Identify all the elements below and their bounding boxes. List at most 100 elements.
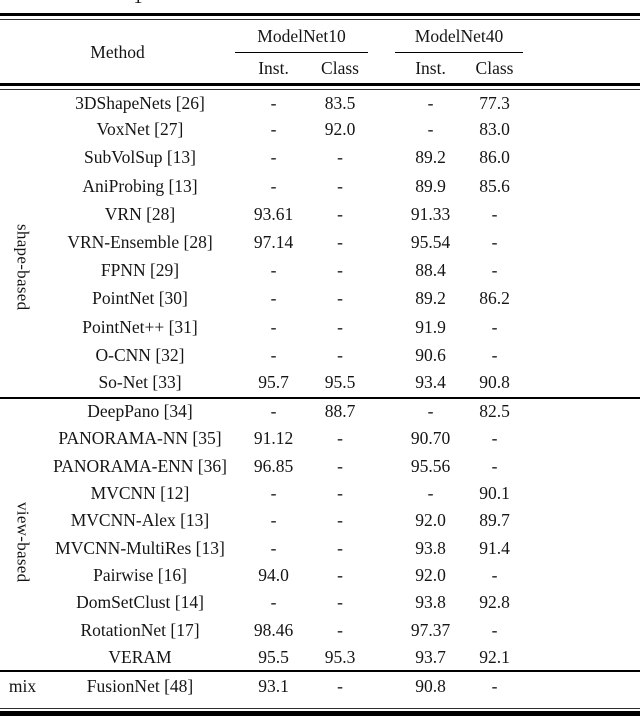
table-row: PANORAMA-ENN [36] 96.85 - 95.56 - <box>0 452 640 479</box>
mn10-class-cell: 95.5 <box>324 372 356 393</box>
mn10-class-cell: - <box>337 592 343 613</box>
spacer-cell <box>368 671 395 701</box>
spacer-cell <box>523 369 640 397</box>
mn10-inst-cell: 94.0 <box>258 565 289 586</box>
mn10-class-cell: - <box>337 344 343 365</box>
mn40-inst-cell: - <box>427 119 434 140</box>
mn10-class-cell: - <box>337 232 343 253</box>
mn10-class-cell: - <box>337 428 343 449</box>
mn10-class-cell: - <box>337 676 343 697</box>
table-bottom-rule-thin <box>0 708 640 710</box>
mn10-class-header: Class <box>321 58 359 78</box>
method-cell: AniProbing [13] <box>82 175 198 196</box>
mn10-class-cell: 95.3 <box>324 646 356 667</box>
method-cell: O-CNN [32] <box>95 344 185 365</box>
mn10-class-cell: - <box>337 510 343 531</box>
spacer-cell <box>523 425 640 452</box>
mn40-inst-cell: 95.56 <box>410 455 451 476</box>
mn40-inst-cell: 89.2 <box>415 147 446 168</box>
spacer-cell <box>523 341 640 369</box>
mn40-class-cell: 83.0 <box>479 119 510 140</box>
spacer-cell <box>368 425 395 452</box>
method-cell: So-Net [33] <box>98 372 182 393</box>
spacer-cell <box>523 200 640 228</box>
mn40-class-cell: 89.7 <box>479 510 510 531</box>
table-row: mix FusionNet [48] 93.1 - 90.8 - <box>0 671 640 701</box>
cropped-caption-fragment: 1 <box>128 0 148 8</box>
mn10-class-cell: - <box>337 260 343 281</box>
mn10-inst-cell: - <box>270 147 277 168</box>
mn10-inst-cell: 95.7 <box>258 372 289 393</box>
header-bottom-rule-thin <box>0 88 640 90</box>
table-row: VRN [28] 93.61 - 91.33 - <box>0 200 640 228</box>
mn10-inst-cell: - <box>270 260 277 281</box>
spacer-cell <box>368 398 395 425</box>
method-cell: VRN-Ensemble [28] <box>67 232 213 253</box>
method-cell: MVCNN-MultiRes [13] <box>55 537 225 558</box>
table-row: So-Net [33] 95.7 95.5 93.4 90.8 <box>0 369 640 397</box>
section-label-mix: mix <box>8 676 37 697</box>
mn40-class-cell: 90.8 <box>479 372 510 393</box>
header-bottom-rule-thick <box>0 83 640 87</box>
table-row: MVCNN-MultiRes [13] - - 93.8 91.4 <box>0 535 640 562</box>
mn40-inst-cell: 93.8 <box>415 592 446 613</box>
method-cell: VRN [28] <box>104 203 176 224</box>
mn40-class-cell: - <box>491 676 498 697</box>
spacer-cell <box>523 562 640 589</box>
table-row: AniProbing [13] - - 89.9 85.6 <box>0 172 640 200</box>
spacer-cell <box>368 144 395 172</box>
mn10-class-cell: - <box>337 565 343 586</box>
table-row: MVCNN [12] - - - 90.1 <box>0 480 640 507</box>
mn40-class-cell: - <box>491 619 498 640</box>
mn10-class-cell: - <box>337 619 343 640</box>
mn40-class-cell: 90.1 <box>479 482 510 503</box>
mn10-class-cell: - <box>337 455 343 476</box>
mn10-inst-cell: 98.46 <box>253 619 294 640</box>
spacer-cell <box>523 21 640 88</box>
mn40-class-cell: - <box>491 232 498 253</box>
mn40-class-cell: - <box>491 260 498 281</box>
cropped-caption-glyph: 1 <box>128 0 148 8</box>
table-top-rule-thin <box>0 19 640 21</box>
method-cell: VoxNet [27] <box>96 119 184 140</box>
spacer-cell <box>523 172 640 200</box>
spacer-cell <box>368 200 395 228</box>
table-row: VRN-Ensemble [28] 97.14 - 95.54 - <box>0 228 640 256</box>
method-cell: PointNet [30] <box>92 288 188 309</box>
mn10-inst-cell: - <box>270 510 277 531</box>
spacer-cell <box>523 228 640 256</box>
mn40-inst-cell: 89.9 <box>415 175 446 196</box>
table-row: view-based DeepPano [34] - 88.7 - 82.5 <box>0 397 640 582</box>
method-cell: Pairwise [16] <box>93 565 187 586</box>
mn10-class-cell: 92.0 <box>324 119 356 140</box>
method-cell: FusionNet [48] <box>86 676 194 697</box>
mn40-class-cell: - <box>491 203 498 224</box>
spacer-cell <box>368 341 395 369</box>
mn10-inst-cell: 95.5 <box>258 646 289 667</box>
mn40-inst-cell: - <box>427 92 434 113</box>
mn10-inst-header: Inst. <box>258 58 289 78</box>
method-cell: PANORAMA-ENN [36] <box>53 455 227 476</box>
mn10-inst-cell: 93.1 <box>258 676 289 697</box>
mn40-class-cell: 86.0 <box>479 147 510 168</box>
spacer-cell <box>368 228 395 256</box>
mn10-inst-cell: - <box>270 592 277 613</box>
section-label-shape-based: shape-based <box>0 88 45 398</box>
spacer-cell <box>523 535 640 562</box>
mn40-class-cell: - <box>491 565 498 586</box>
spacer-cell <box>368 562 395 589</box>
table-row: SubVolSup [13] - - 89.2 86.0 <box>0 144 640 172</box>
mn40-inst-cell: 93.8 <box>415 537 446 558</box>
table-row: FPNN [29] - - 88.4 - <box>0 257 640 285</box>
spacer-cell <box>368 313 395 341</box>
table-row: PANORAMA-NN [35] 91.12 - 90.70 - <box>0 425 640 452</box>
mn10-class-cell: - <box>337 203 343 224</box>
spacer-cell <box>523 452 640 479</box>
mn10-inst-cell: - <box>270 344 277 365</box>
method-cell: DeepPano [34] <box>87 401 193 422</box>
mn10-class-cell: - <box>337 482 343 503</box>
spacer-cell <box>523 313 640 341</box>
mn40-inst-cell: 93.4 <box>415 372 446 393</box>
mn10-inst-cell: - <box>270 92 277 113</box>
